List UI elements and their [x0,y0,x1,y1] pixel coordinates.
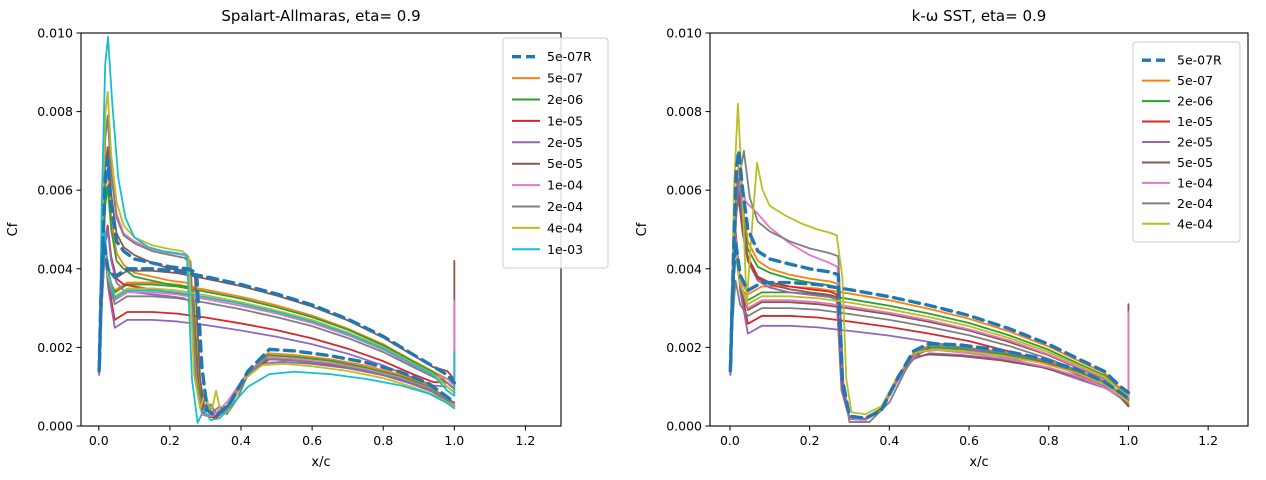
y-axis-tick-label: 0.006 [37,183,73,198]
legend-item-4e-04: 4e-04 [512,220,583,235]
legend-label: 2e-06 [1177,94,1213,109]
x-axis-tick-label: 0.6 [302,433,322,448]
legend-label: 5e-05 [547,156,583,171]
legend-label: 5e-05 [1177,155,1213,170]
x-axis-tick-label: 0.6 [959,433,979,448]
legend-item-1e-04: 1e-04 [512,178,583,193]
legend-label: 5e-07R [1177,53,1222,68]
y-axis-tick-label: 0.008 [666,104,702,119]
x-axis-tick-label: 0.4 [879,433,899,448]
plot-title: k-ω SST, eta= 0.9 [912,7,1047,25]
series-5e-07R-lower-line [728,239,1131,395]
series-lines [97,36,457,424]
series-2e-04-lower-line [729,279,1130,401]
legend-item-1e-04: 1e-04 [1142,175,1213,190]
legend: 5e-07R 5e-07 2e-06 1e-05 2e-05 5e-05 1e-04 2e-0… [502,37,609,269]
series-2e-05-upper-line [729,177,1130,422]
legend-item-2e-05: 2e-05 [512,135,583,150]
series-5e-07R-lower-line [97,239,457,385]
x-axis-tick-label: 0.2 [160,433,180,448]
x-axis-tick-label: 0.8 [373,433,393,448]
y-axis-tick-label: 0.002 [666,340,702,355]
series-1e-04-upper-line [729,177,1130,422]
x-axis-label: x/c [969,455,988,470]
legend-box [502,37,609,269]
y-axis-tick-label: 0.010 [37,26,73,41]
x-axis-tick-label: 1.2 [515,433,535,448]
x-axis-tick-label: 1.0 [1118,433,1138,448]
legend-item-5e-07R: 5e-07R [512,49,592,64]
series-2e-05-upper-line [98,228,456,418]
legend-item-5e-05: 5e-05 [512,156,583,171]
series-4e-04-upper-line [98,91,456,418]
legend-item-2e-06: 2e-06 [512,92,583,107]
legend-label: 1e-05 [1177,114,1213,129]
legend-item-5e-05: 5e-05 [1142,155,1213,170]
y-axis-tick-label: 0.000 [37,419,73,434]
legend-item-5e-07: 5e-07 [1142,73,1213,88]
series-4e-04-upper-line [729,102,1130,416]
series-4e-04-lower-line [729,248,1130,397]
legend-label: 1e-04 [1177,175,1213,190]
y-axis-tick-label: 0.000 [666,419,702,434]
series-5e-07R-upper-line [97,157,457,418]
legend-label: 2e-04 [1177,196,1213,211]
legend-box [1132,41,1241,243]
series-2e-06-upper-line [98,185,456,418]
legend-label: 5e-07 [547,71,583,86]
legend-item-2e-04: 2e-04 [1142,196,1213,211]
plot-area [709,32,1249,427]
x-axis-tick-label: 1.0 [444,433,464,448]
series-lines [728,102,1131,423]
legend-label: 5e-07R [547,49,592,64]
y-axis-tick-label: 0.006 [666,183,702,198]
y-axis-tick-label: 0.010 [666,26,702,41]
y-axis-tick-label: 0.004 [666,261,702,276]
legend-label: 4e-04 [1177,216,1213,231]
legend-item-2e-04: 2e-04 [512,199,583,214]
legend-label: 1e-04 [547,178,583,193]
y-axis-label: Cf [6,222,21,236]
legend-label: 5e-07 [1177,73,1213,88]
legend-item-2e-06: 2e-06 [1142,94,1213,109]
y-axis-label: Cf [635,222,650,236]
series-1e-05-upper-line [98,224,456,420]
legend-label: 2e-06 [547,92,583,107]
legend-item-1e-03: 1e-03 [512,242,583,257]
subplot-right: 0.0 0.2 0.4 0.6 0.8 1.0 1.2 0.000 0.002 0.004 0.00… [635,7,1249,470]
x-axis-label: x/c [311,455,330,470]
legend-label: 1e-03 [547,242,583,257]
legend-item-5e-07R: 5e-07R [1142,53,1222,68]
x-axis-tick-label: 0.8 [1039,433,1059,448]
legend-item-5e-07: 5e-07 [512,71,583,86]
subplot-left: 0.0 0.2 0.4 0.6 0.8 1.0 1.2 0.000 0.002 0.004 0.00… [6,7,609,470]
plot-title: Spalart-Allmaras, eta= 0.9 [221,7,420,25]
x-axis-tick-label: 1.2 [1198,433,1218,448]
legend-label: 2e-05 [547,135,583,150]
y-axis-tick-label: 0.004 [37,261,73,276]
series-1e-03-upper-line [98,36,456,424]
y-axis-tick-label: 0.008 [37,104,73,119]
legend-item-2e-05: 2e-05 [1142,135,1213,150]
series-5e-07R-upper-line [729,149,1131,420]
legend-label: 2e-05 [1177,135,1213,150]
legend-item-1e-05: 1e-05 [512,113,583,128]
legend: 5e-07R 5e-07 2e-06 1e-05 2e-05 5e-05 1e-04 2e-0… [1132,41,1241,243]
x-axis-tick-label: 0.0 [720,433,740,448]
legend-label: 4e-04 [547,220,583,235]
legend-label: 1e-05 [547,113,583,128]
legend-item-1e-05: 1e-05 [1142,114,1213,129]
x-axis-tick-label: 0.4 [231,433,251,448]
series-2e-04-upper-line [98,114,456,416]
x-axis-tick-label: 0.0 [89,433,109,448]
x-axis-tick-label: 0.2 [800,433,820,448]
legend-label: 2e-04 [547,199,583,214]
legend-item-4e-04: 4e-04 [1142,216,1213,231]
y-axis-tick-label: 0.002 [37,340,73,355]
